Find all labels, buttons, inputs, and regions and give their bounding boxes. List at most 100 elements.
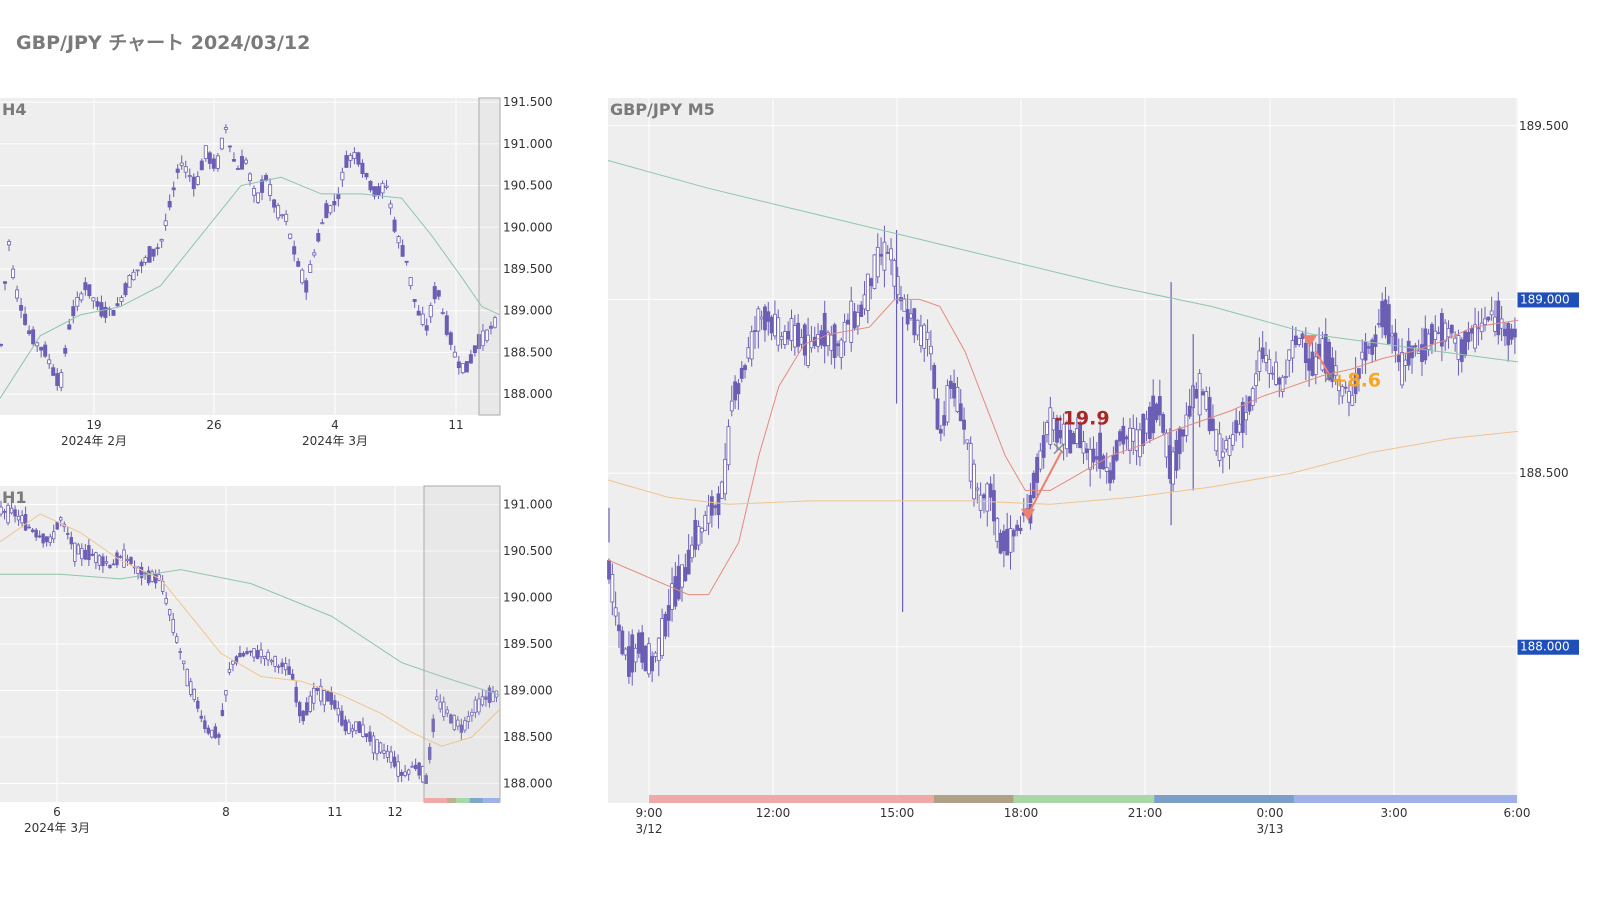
h4-x-tick-label: 19 [86, 418, 101, 432]
m5-candle-body [1479, 322, 1484, 333]
h1-candle-body [9, 507, 14, 514]
m5-candle-body [749, 331, 754, 360]
m5-x-tick-label: 3:00 [1381, 806, 1408, 820]
m5-candle-body [935, 398, 940, 430]
h1-candle-body [125, 558, 130, 562]
m5-candle-body [869, 278, 874, 287]
m5-candle-body [1114, 440, 1119, 461]
h1-candle-body [41, 533, 45, 544]
m5-x-tick-sublabel: 3/12 [636, 822, 663, 836]
h4-candle-body [268, 184, 273, 196]
h4-candle-body [67, 324, 72, 330]
m5-candle-body [1154, 403, 1159, 421]
h1-candle-body [76, 544, 81, 555]
m5-candle-body [786, 331, 791, 340]
h4-candle-body [356, 152, 361, 165]
h1-session-segment [469, 798, 484, 803]
m5-candle-body [1449, 324, 1454, 334]
m5-candle-body [995, 518, 1000, 542]
m5-trade-marker [1021, 508, 1035, 521]
m5-candle-body [1171, 451, 1176, 485]
m5-candle-body [1157, 396, 1162, 416]
m5-price-label: 189.000 [1520, 292, 1570, 306]
h4-moving-average [0, 176, 501, 399]
h4-candle-body [400, 245, 405, 257]
h1-candle-body [175, 636, 179, 643]
h4-candle-body [55, 373, 60, 386]
m5-candle-body [1380, 301, 1385, 328]
h4-candle-body [27, 330, 32, 334]
h1-candle-body [347, 721, 351, 734]
h4-candle-body [336, 193, 341, 200]
m5-candle-body [905, 309, 910, 325]
h4-candle-body [280, 214, 285, 217]
m5-candle-body [998, 532, 1003, 554]
h1-candle-body [192, 688, 196, 700]
h4-chart: 191.500 191.000 190.500 190.000 189.500 189.0… [0, 95, 553, 448]
h1-candle-body [266, 651, 270, 661]
m5-candle-body [1416, 350, 1421, 354]
m5-session-segment [649, 795, 934, 803]
m5-candle-body [1290, 340, 1295, 359]
m5-candle-body [945, 385, 950, 423]
m5-candle-body [1443, 322, 1448, 342]
m5-candle-body [686, 549, 691, 575]
h1-candle-body [220, 709, 225, 716]
h4-candle-body [3, 281, 8, 284]
h1-candle-body [389, 751, 393, 763]
h1-candle-body [213, 726, 218, 739]
m5-candle-body [782, 331, 787, 345]
m5-candle-body [952, 383, 957, 399]
m5-candle-body [693, 519, 698, 550]
h1-candle-body [48, 536, 52, 543]
m5-candle-body [779, 336, 784, 340]
m5-candle-body [1456, 335, 1461, 360]
h1-candle-body [305, 702, 309, 716]
h4-candle-body [308, 264, 313, 273]
m5-session-segment [1293, 795, 1517, 803]
m5-candle-body [839, 339, 844, 358]
m5-exit-marker [1324, 370, 1336, 382]
h1-candle-body [371, 735, 376, 754]
m5-candle-body [865, 273, 870, 311]
m5-candle-body [968, 443, 973, 482]
h1-candle-body [52, 531, 56, 540]
h1-x-tick-label: 6 [53, 805, 61, 819]
h1-candle-body [30, 529, 35, 532]
h1-candle-body [435, 696, 439, 700]
h1-candle-body [280, 662, 284, 668]
m5-candle-body [992, 490, 996, 522]
m5-session-segment [1154, 795, 1294, 803]
h4-candle-body [276, 205, 281, 219]
h4-candle-body [484, 329, 489, 341]
m5-candle-body [1333, 365, 1338, 376]
m5-candle-body [690, 544, 694, 559]
m5-candle-body [915, 319, 920, 336]
h1-candle-body [189, 681, 193, 695]
m5-candle-body [1376, 323, 1381, 325]
h1-candle-body [491, 691, 495, 703]
h1-candle-body [301, 710, 305, 722]
m5-candle-body [965, 439, 970, 444]
h1-candle-body [27, 526, 31, 529]
h4-candle-body [123, 283, 128, 296]
m5-candle-body [902, 298, 907, 312]
m5-candle-body [1164, 432, 1169, 458]
m5-candle-body [1220, 451, 1225, 458]
m5-candle-body [1204, 391, 1209, 410]
h1-candle-body [466, 716, 471, 722]
m5-candle-body [928, 345, 933, 355]
m5-candle-body [1187, 405, 1192, 417]
m5-price-label-bg [1517, 639, 1579, 655]
h4-candle-body [79, 293, 84, 301]
m5-pnl-annotation: +8.6 [1331, 369, 1381, 391]
h4-candle-body [159, 239, 164, 242]
m5-candle-body [1074, 428, 1079, 444]
h1-candle-body [122, 549, 126, 568]
h1-candle-body [319, 685, 323, 702]
h4-candle-body [332, 200, 337, 206]
m5-price-label: 188.000 [1520, 640, 1570, 654]
h1-candle-body [206, 727, 211, 734]
m5-candle-body [1303, 342, 1308, 363]
m5-candle-body [909, 313, 913, 319]
